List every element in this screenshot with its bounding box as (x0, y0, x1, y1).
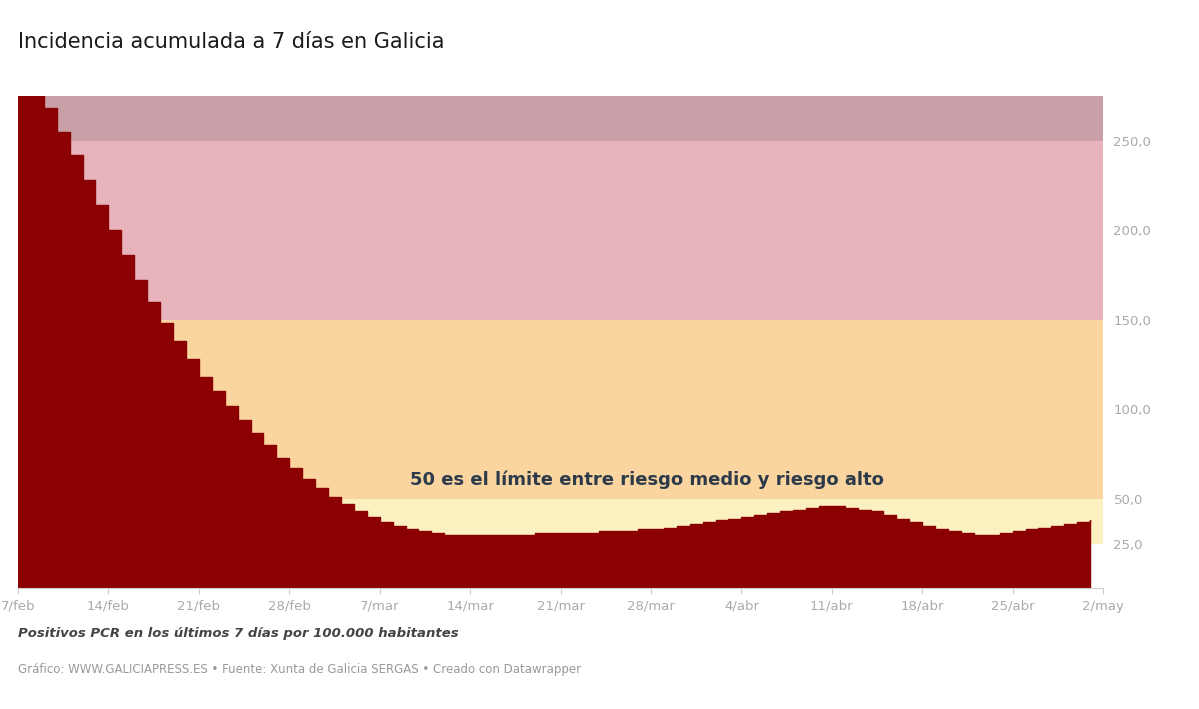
Bar (18, 140, 1103, 320)
Text: Incidencia acumulada a 7 días en Galicia: Incidencia acumulada a 7 días en Galicia (18, 32, 445, 52)
Text: Gráfico: WWW.GALICIAPRESS.ES • Fuente: Xunta de Galicia SERGAS • Creado con Data: Gráfico: WWW.GALICIAPRESS.ES • Fuente: X… (18, 663, 582, 676)
Bar (18, 544, 1103, 588)
Text: 50 es el límite entre riesgo medio y riesgo alto: 50 es el límite entre riesgo medio y rie… (410, 471, 885, 489)
Text: Positivos PCR en los últimos 7 días por 100.000 habitantes: Positivos PCR en los últimos 7 días por … (18, 627, 458, 640)
Bar (18, 499, 1103, 544)
Bar (18, 320, 1103, 499)
Bar (18, 96, 1103, 140)
